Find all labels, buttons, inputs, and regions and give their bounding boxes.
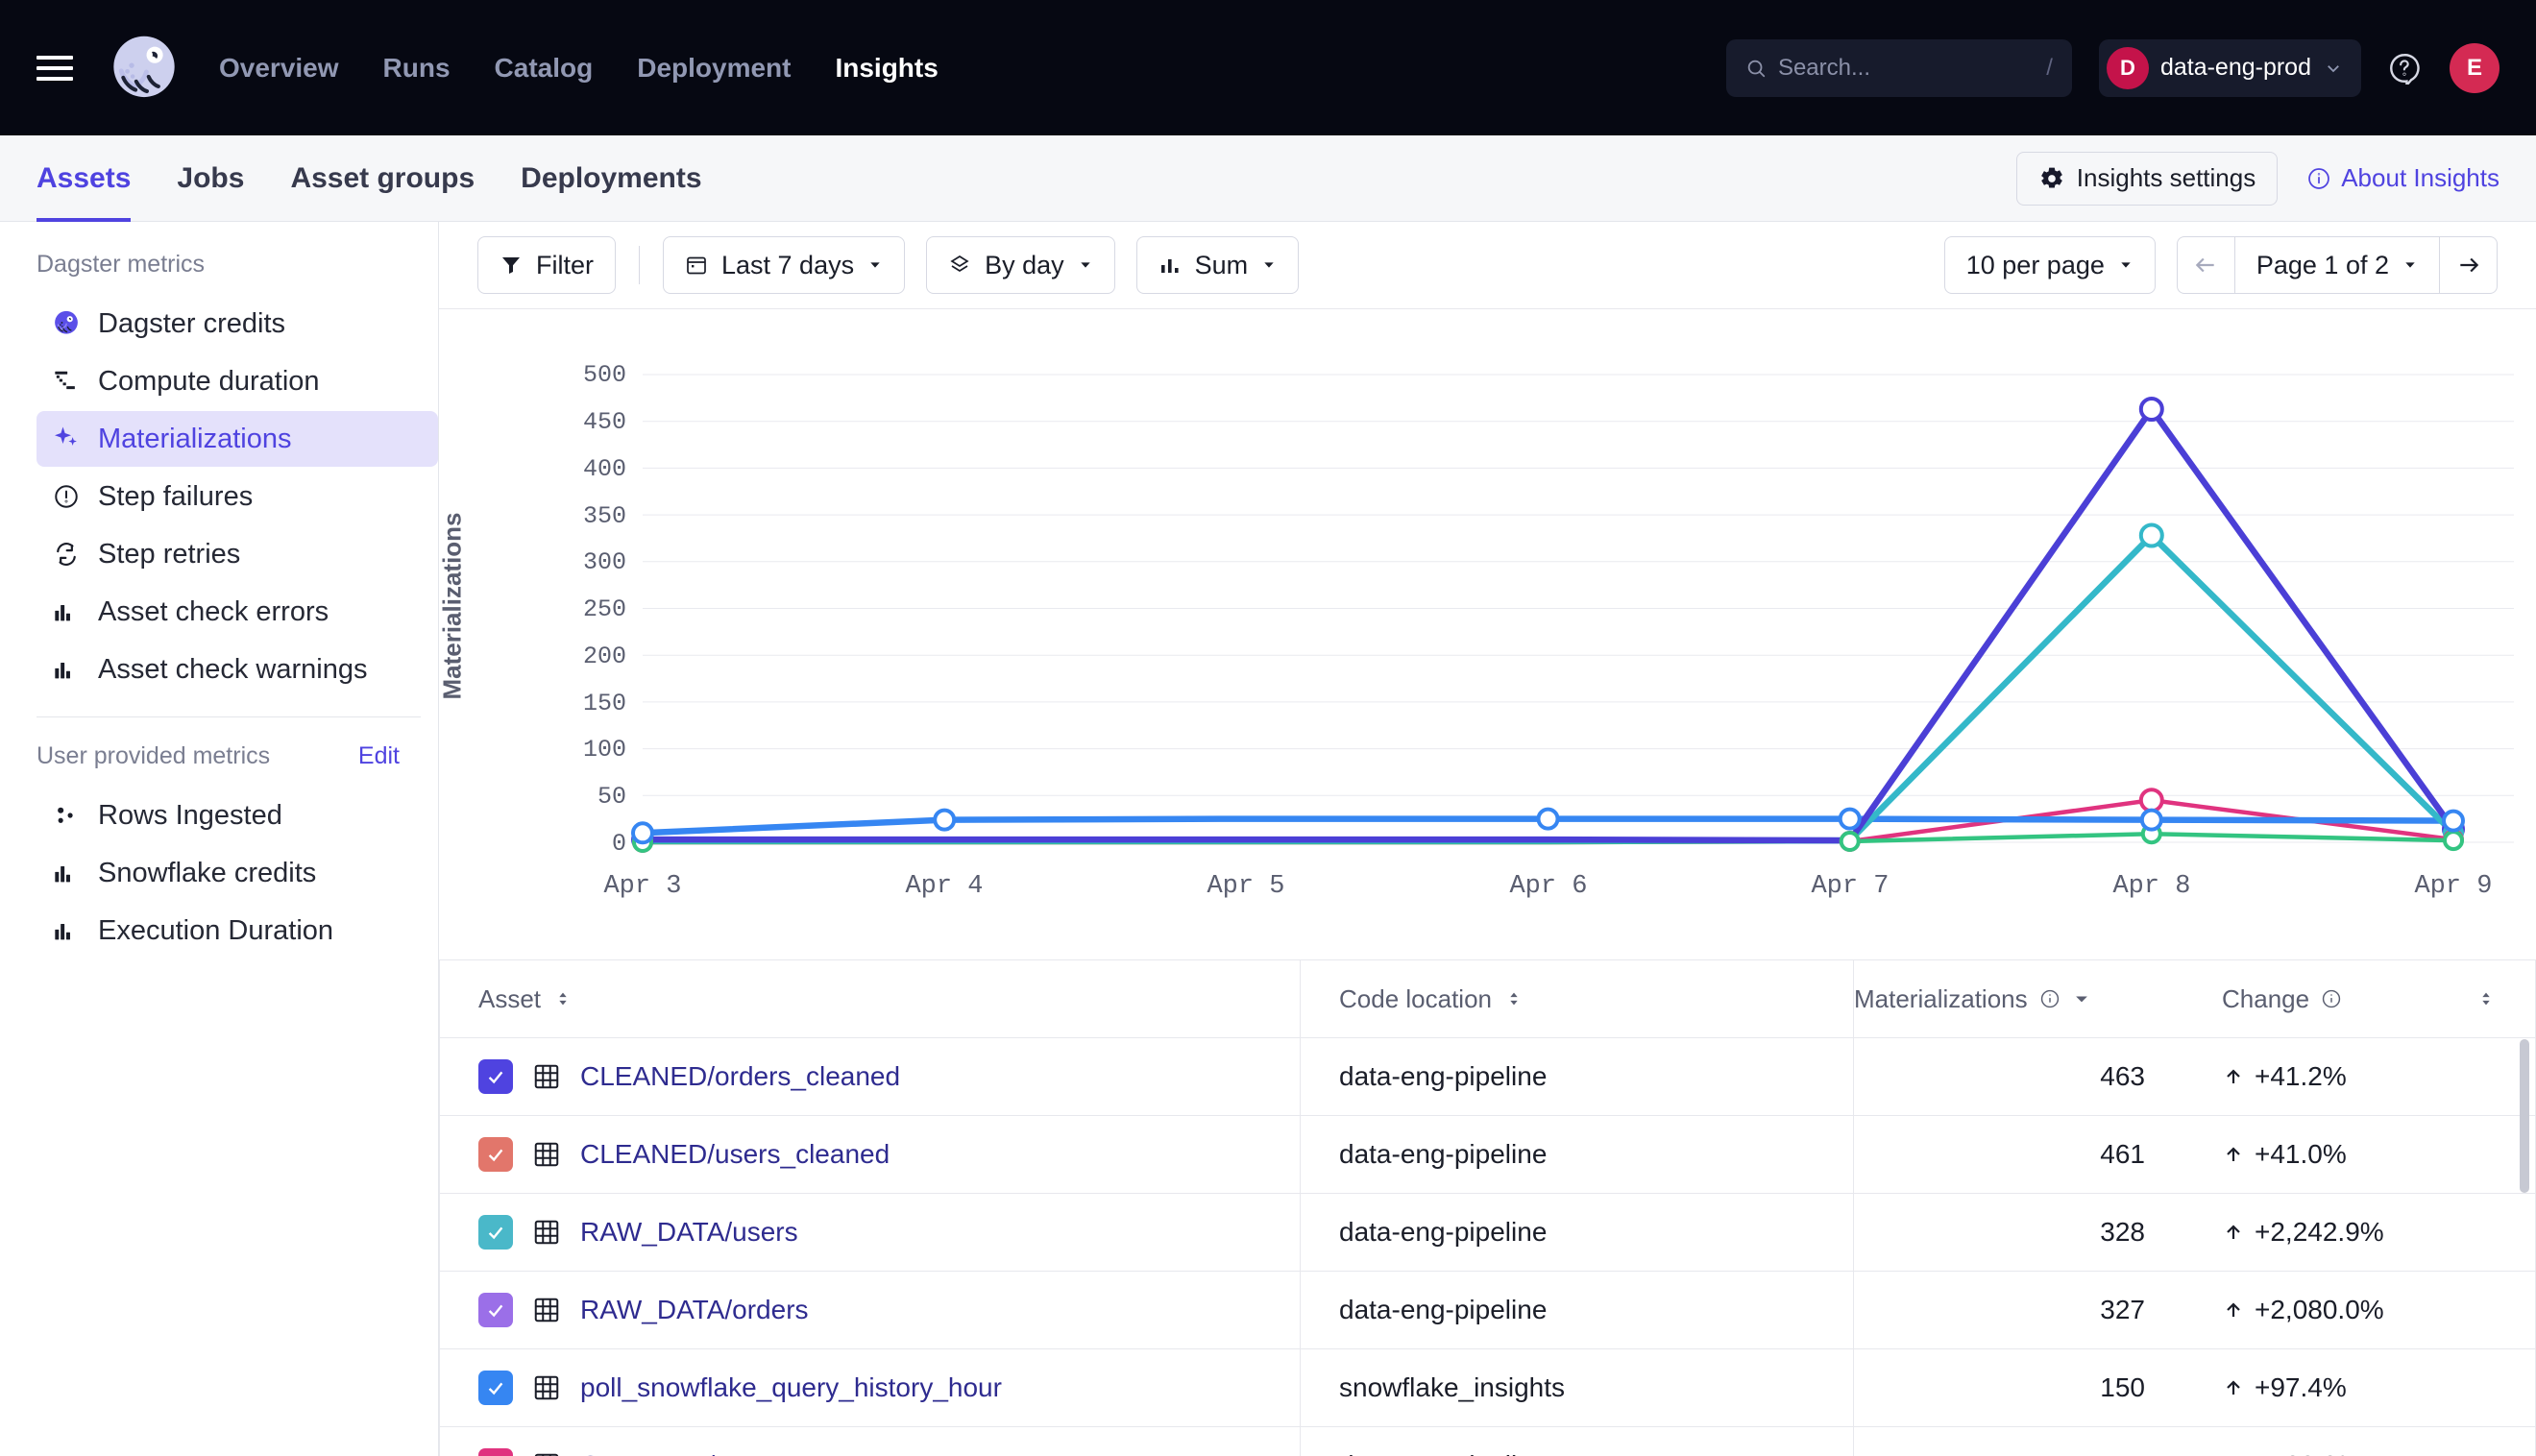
svg-text:250: 250 xyxy=(583,595,626,623)
svg-text:Apr 5: Apr 5 xyxy=(1207,872,1284,901)
svg-text:Apr 8: Apr 8 xyxy=(2112,872,2190,901)
svg-text:100: 100 xyxy=(583,736,626,764)
svg-text:500: 500 xyxy=(583,361,626,389)
svg-text:Apr 6: Apr 6 xyxy=(1509,872,1587,901)
svg-text:200: 200 xyxy=(583,643,626,670)
svg-text:150: 150 xyxy=(583,690,626,717)
svg-text:0: 0 xyxy=(612,830,626,858)
svg-text:400: 400 xyxy=(583,455,626,483)
svg-text:Apr 4: Apr 4 xyxy=(905,872,983,901)
svg-text:Apr 9: Apr 9 xyxy=(2414,872,2492,901)
svg-text:Apr 7: Apr 7 xyxy=(1811,872,1889,901)
svg-text:450: 450 xyxy=(583,408,626,436)
svg-text:350: 350 xyxy=(583,502,626,530)
svg-text:300: 300 xyxy=(583,548,626,576)
svg-text:50: 50 xyxy=(597,783,626,811)
svg-text:Apr 3: Apr 3 xyxy=(603,872,681,901)
